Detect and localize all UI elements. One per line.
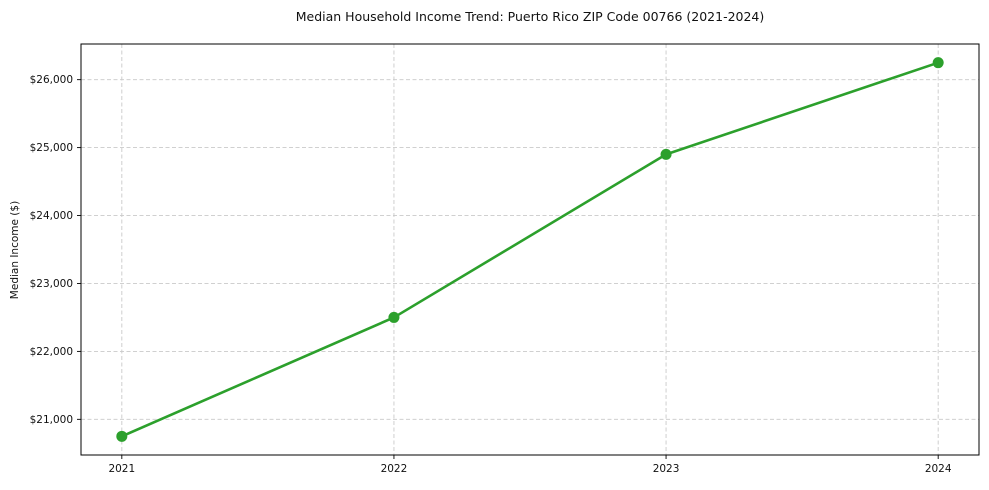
y-tick-label: $24,000	[30, 210, 73, 222]
data-point-marker	[116, 430, 128, 442]
x-tick-label: 2022	[381, 463, 408, 475]
plot-border	[80, 43, 980, 456]
y-tick-label: $26,000	[30, 74, 73, 86]
trend-line	[120, 61, 940, 438]
data-point-marker	[388, 311, 400, 323]
data-point-marker	[660, 148, 672, 160]
data-point-marker	[932, 57, 944, 69]
chart-title: Median Household Income Trend: Puerto Ri…	[295, 9, 765, 24]
y-tick-label: $23,000	[30, 278, 73, 290]
y-tick-label: $21,000	[30, 414, 73, 426]
x-tick-label: 2021	[108, 463, 135, 475]
y-tick-label: $22,000	[30, 346, 73, 358]
y-tick-label: $25,000	[30, 142, 73, 154]
x-tick-label: 2023	[653, 463, 680, 475]
x-tick-label: 2024	[925, 463, 952, 475]
